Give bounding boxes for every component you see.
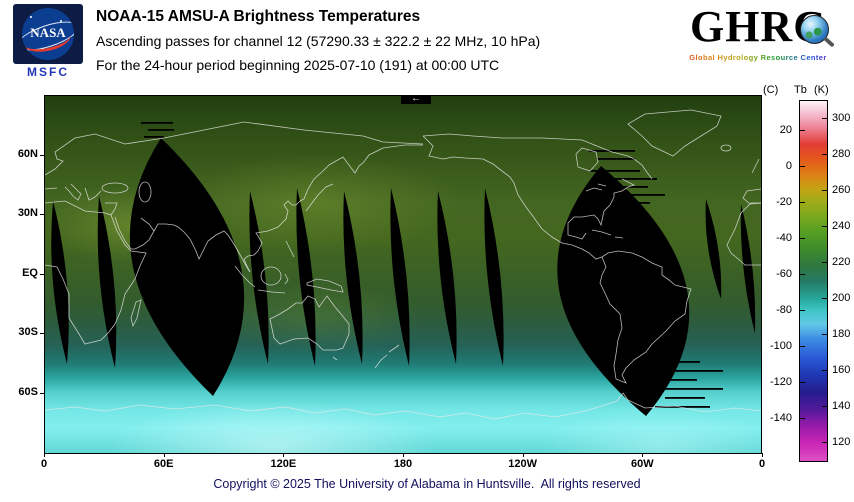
colorbar-c-tick [800,166,805,168]
map-overlay-svg [45,109,761,420]
copyright-line: Copyright © 2025 The University of Alaba… [213,477,641,491]
colorbar-c-tick [800,346,805,348]
colorbar-c-label: -80 [776,304,792,317]
nasa-meatball-icon: NASA [22,8,74,60]
star-icon [30,16,32,18]
x-axis-label: 0 [40,458,48,470]
y-axis-tick [40,273,44,275]
colorbar-c-tick [800,202,805,204]
x-axis-label: 180 [393,458,413,470]
colorbar-unit-celsius: (C) [763,84,779,96]
colorbar-k-label: 260 [832,184,851,196]
star-icon [60,20,62,22]
colorbar-k-tick [822,226,827,227]
ghrc-acronym: GHRC [670,2,846,52]
ghrc-tagline: Global Hydrology Resource Center [670,53,846,62]
colorbar-c-label: -100 [769,340,792,353]
coastlines [45,109,761,420]
page-subtitle: Ascending passes for channel 12 (57290.3… [96,33,541,49]
colorbar [799,100,828,462]
colorbar-k-tick [822,370,827,371]
colorbar-unit-tb: Tb [794,84,807,96]
x-axis-label: 60W [631,458,654,470]
pass-direction-arrow: ← [401,94,431,104]
colorbar-k-label: 140 [832,400,851,412]
colorbar-unit-kelvin: (K) [814,84,829,96]
colorbar-k-label: 220 [832,256,851,268]
colorbar-k-tick [822,118,827,119]
x-axis-label: 120W [508,458,538,470]
colorbar-c-label: 0 [785,160,792,173]
colorbar-k-tick [822,190,827,191]
colorbar-k-label: 160 [832,364,851,376]
y-axis-label: EQ [22,266,38,279]
y-axis-tick [40,392,44,394]
colorbar-c-label: -60 [776,268,792,281]
colorbar-k-tick [822,298,827,299]
x-axis-tick [762,453,763,457]
x-axis-label: 0 [758,458,766,470]
y-axis-label: 60S [18,385,38,398]
msfc-label: MSFC [27,65,69,79]
colorbar-c-label: -40 [776,232,792,245]
nasa-wordmark: NASA [30,25,66,40]
colorbar-k-tick [822,154,827,155]
magnifier-handle-icon [823,36,836,48]
colorbar-c-tick [800,130,805,132]
colorbar-c-label: 20 [779,124,792,137]
y-axis-tick [40,214,44,215]
x-axis-tick [403,453,404,457]
y-axis-label: 30S [18,326,38,338]
colorbar-k-label: 280 [832,148,851,160]
x-axis-tick [44,453,45,457]
colorbar-k-tick [822,442,827,443]
colorbar-c-label: -140 [769,412,792,425]
x-axis-tick [283,453,285,457]
y-axis-label: 30N [17,207,38,219]
no-data-swaths [51,138,756,416]
colorbar-k-tick [822,334,827,335]
star-icon [42,48,44,50]
artifact-streaks [141,122,723,408]
y-axis-label: 60N [17,147,38,160]
colorbar-k-label: 120 [832,436,851,448]
colorbar-c-tick [800,310,805,312]
x-axis-label: 60E [153,458,174,470]
y-axis-tick [40,154,44,156]
colorbar-c-tick [800,382,805,384]
colorbar-k-label: 180 [832,328,851,340]
x-axis-tick [642,453,644,457]
colorbar-c-tick [800,274,805,276]
y-axis-tick [40,333,44,334]
x-axis-label: 120E [270,458,297,470]
colorbar-c-tick [800,418,805,420]
ghrc-logo: GHRC Global Hydrology Resource Center [670,2,846,62]
brightness-temperature-map: ← [44,94,762,454]
colorbar-k-tick [822,262,827,263]
nasa-logo: NASA [13,4,83,64]
x-axis-tick [163,453,165,457]
colorbar-c-label: -120 [769,376,792,389]
period-line: For the 24-hour period beginning 2025-07… [96,57,500,73]
x-axis-tick [522,453,524,457]
colorbar-k-label: 300 [832,112,851,124]
colorbar-k-tick [822,406,827,407]
colorbar-k-label: 240 [832,220,851,232]
colorbar-c-label: -20 [776,196,792,209]
colorbar-c-tick [800,238,805,240]
colorbar-k-label: 200 [832,292,851,304]
page-title: NOAA-15 AMSU-A Brightness Temperatures [96,8,421,25]
